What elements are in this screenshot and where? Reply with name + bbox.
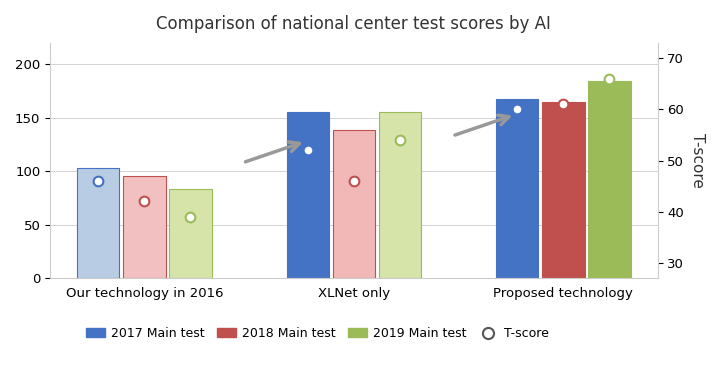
Bar — [588, 82, 631, 278]
Bar — [542, 102, 585, 278]
Legend: 2017 Main test, 2018 Main test, 2019 Main test, T-score: 2017 Main test, 2018 Main test, 2019 Mai… — [81, 322, 554, 345]
Bar — [379, 112, 421, 278]
Bar — [77, 168, 120, 278]
Bar — [333, 129, 375, 278]
Title: Comparison of national center test scores by AI: Comparison of national center test score… — [156, 15, 552, 33]
Y-axis label: T-score: T-score — [690, 133, 705, 188]
Bar — [123, 176, 166, 278]
Bar — [169, 190, 212, 278]
Bar — [287, 112, 329, 278]
Bar — [496, 99, 539, 278]
